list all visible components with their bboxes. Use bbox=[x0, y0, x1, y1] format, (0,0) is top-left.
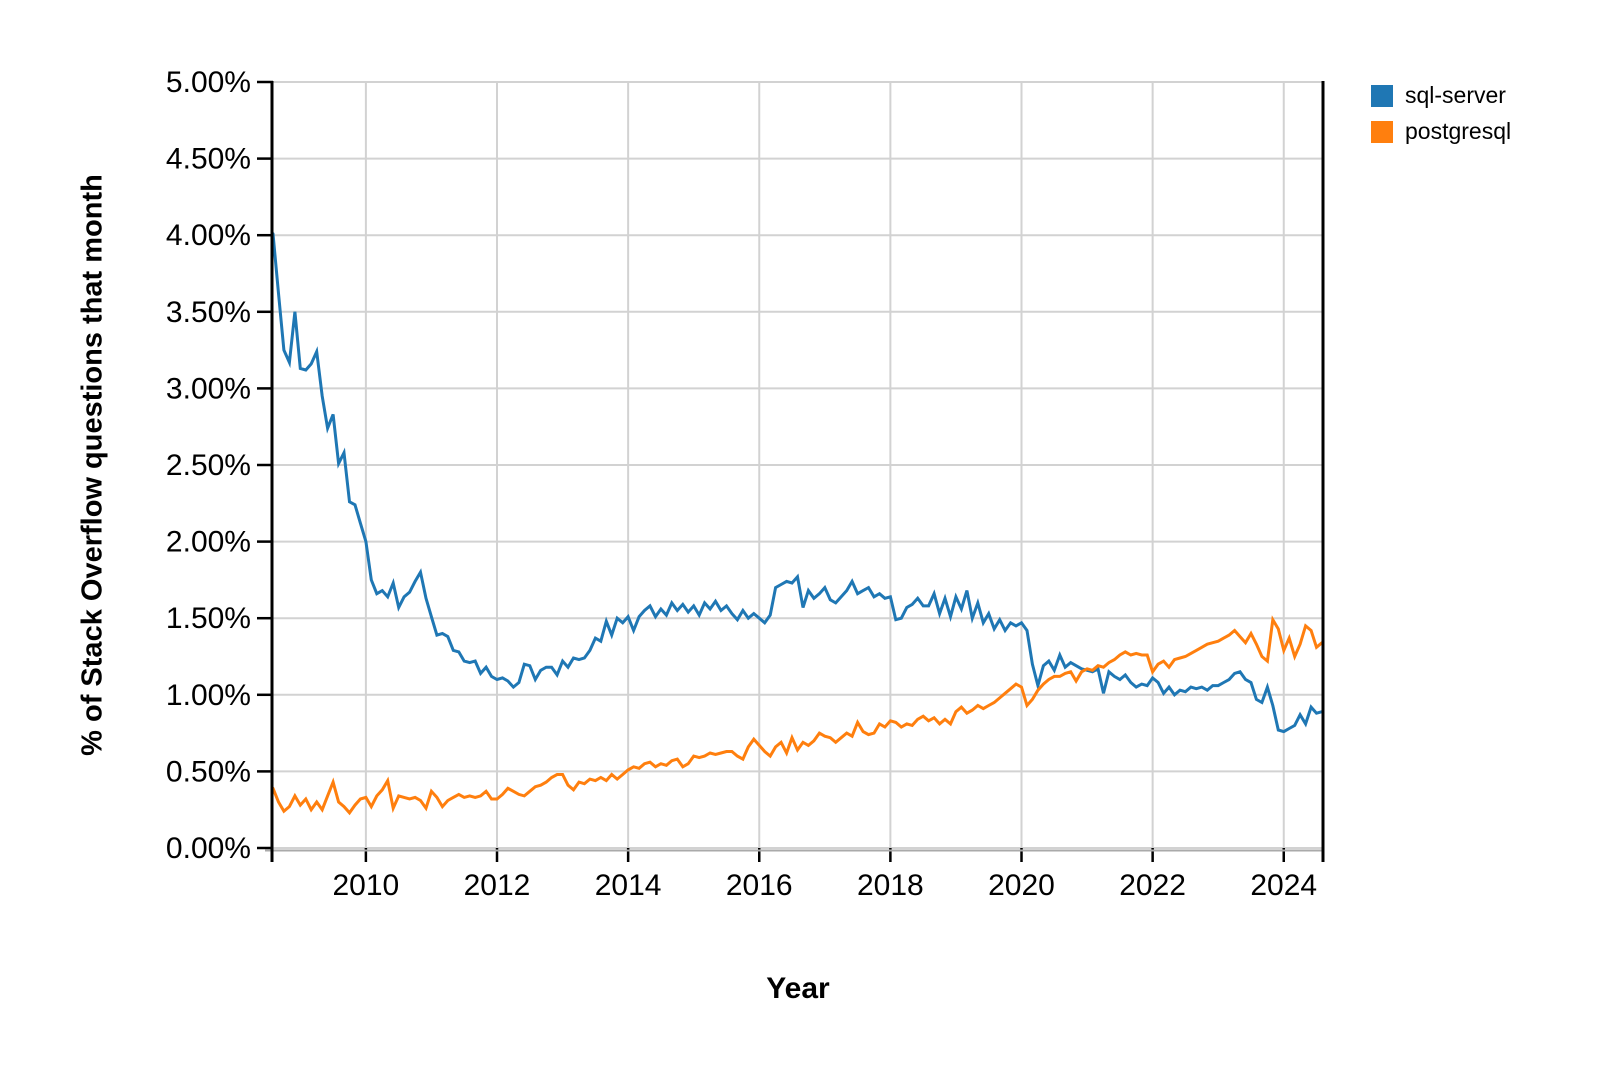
y-tick-label: 4.50% bbox=[166, 143, 251, 176]
legend-item-sql-server: sql-server bbox=[1371, 82, 1511, 109]
legend: sql-server postgresql bbox=[1371, 82, 1511, 154]
series-line-postgresql bbox=[271, 615, 1324, 816]
y-tick-label: 3.00% bbox=[166, 372, 251, 405]
x-axis-title: Year bbox=[766, 972, 830, 1005]
legend-swatch-icon bbox=[1371, 84, 1393, 107]
x-tick-label: 2016 bbox=[726, 869, 793, 902]
legend-label: sql-server bbox=[1405, 82, 1506, 108]
x-tick-label: 2018 bbox=[857, 869, 924, 902]
legend-label: postgresql bbox=[1405, 118, 1512, 144]
y-tick-label: 3.50% bbox=[166, 296, 251, 329]
y-tick-label: 1.50% bbox=[166, 602, 251, 635]
y-tick-label: 5.00% bbox=[166, 66, 251, 99]
x-tick-label: 2020 bbox=[988, 869, 1055, 902]
series-line-sql-server bbox=[271, 232, 1324, 734]
y-tick-label: 0.00% bbox=[166, 832, 251, 865]
x-tick-label: 2010 bbox=[333, 869, 400, 902]
x-tick-label: 2014 bbox=[595, 869, 662, 902]
y-tick-label: 0.50% bbox=[166, 755, 251, 788]
y-tick-label: 2.00% bbox=[166, 526, 251, 559]
y-tick-label: 2.50% bbox=[166, 449, 251, 482]
x-tick-label: 2022 bbox=[1119, 869, 1186, 902]
x-tick-label: 2024 bbox=[1250, 869, 1317, 902]
y-axis-title: % of Stack Overflow questions that month bbox=[76, 174, 109, 756]
legend-swatch-icon bbox=[1371, 120, 1393, 143]
legend-item-postgresql: postgresql bbox=[1371, 118, 1511, 145]
x-tick-label: 2012 bbox=[464, 869, 531, 902]
y-tick-label: 1.00% bbox=[166, 679, 251, 712]
y-tick-label: 4.00% bbox=[166, 219, 251, 252]
